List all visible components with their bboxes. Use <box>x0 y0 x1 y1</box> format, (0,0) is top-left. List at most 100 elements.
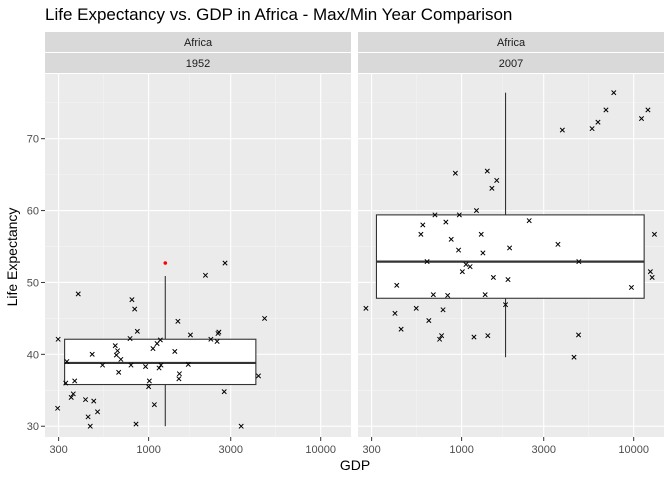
x-tick-label: 10000 <box>618 444 649 456</box>
data-point <box>559 127 565 133</box>
data-point <box>448 236 454 242</box>
data-point <box>456 247 462 253</box>
data-point <box>432 212 438 218</box>
data-point <box>89 351 95 357</box>
data-point <box>526 218 532 224</box>
data-point <box>202 272 209 278</box>
facet-strip-continent <box>358 32 664 52</box>
data-point <box>187 332 193 338</box>
data-point <box>480 250 486 256</box>
data-point <box>156 365 162 371</box>
y-tick-label: 40 <box>27 349 39 361</box>
data-point <box>398 326 404 332</box>
data-point <box>443 219 449 225</box>
data-point <box>55 336 61 342</box>
data-point <box>437 336 443 342</box>
data-point <box>85 414 91 420</box>
x-tick-label: 300 <box>49 444 67 456</box>
data-point <box>478 231 484 237</box>
data-point <box>647 269 653 275</box>
data-point <box>638 116 645 122</box>
y-tick-label: 70 <box>27 134 39 146</box>
data-point <box>363 305 369 311</box>
box-iqr <box>375 214 645 299</box>
data-point <box>484 168 490 174</box>
data-point <box>459 269 465 275</box>
facet-strip-continent <box>45 32 351 52</box>
x-tick-label: 10000 <box>305 444 336 456</box>
data-point <box>420 222 426 228</box>
data-point <box>116 369 122 375</box>
data-point <box>482 292 488 298</box>
data-point <box>262 315 268 321</box>
data-point <box>113 352 119 358</box>
y-tick-label: 30 <box>27 421 39 433</box>
data-point <box>127 335 133 342</box>
data-point <box>128 362 134 368</box>
y-tick-label: 50 <box>27 277 39 289</box>
data-point <box>150 346 156 352</box>
data-point <box>445 292 451 298</box>
data-point <box>118 356 124 362</box>
data-point <box>208 336 214 342</box>
data-point <box>571 354 577 360</box>
data-point <box>575 332 582 338</box>
data-point <box>645 107 651 113</box>
facet-strip-year-label: 1952 <box>186 58 210 70</box>
data-point <box>456 212 462 218</box>
data-point <box>603 107 609 113</box>
data-point <box>75 291 81 297</box>
data-point <box>430 292 436 298</box>
data-point <box>132 306 138 312</box>
data-point <box>216 329 222 335</box>
data-point <box>72 378 78 384</box>
data-point <box>413 305 419 311</box>
data-point <box>143 364 149 370</box>
data-point <box>82 397 89 403</box>
data-point <box>129 297 135 303</box>
data-point <box>63 380 69 386</box>
data-point <box>91 398 97 404</box>
chart-title: Life Expectancy vs. GDP in Africa - Max/… <box>45 5 512 24</box>
data-point <box>114 348 121 354</box>
facet-strip-year-label: 2007 <box>499 58 523 70</box>
data-point <box>473 208 480 214</box>
data-point <box>146 378 152 384</box>
data-point <box>471 334 477 340</box>
data-point <box>151 402 157 408</box>
data-point <box>507 245 513 251</box>
data-point <box>576 259 582 265</box>
x-tick-label: 1000 <box>136 444 160 456</box>
data-point <box>649 274 655 280</box>
x-tick-label: 1000 <box>449 444 473 456</box>
data-point <box>426 317 432 324</box>
data-point <box>158 362 164 368</box>
x-tick-label: 300 <box>362 444 380 456</box>
facet-strip-continent-label: Africa <box>497 37 526 49</box>
data-point <box>146 384 152 390</box>
data-point <box>394 282 400 288</box>
data-point <box>392 310 398 316</box>
data-point <box>176 371 182 377</box>
data-point <box>185 361 191 367</box>
facet-strip-year <box>358 53 664 73</box>
data-point <box>172 348 178 355</box>
data-point <box>489 185 495 191</box>
facet-strip-year <box>45 53 351 73</box>
data-point <box>589 126 595 132</box>
data-point <box>214 338 220 344</box>
data-point <box>628 284 634 291</box>
data-point <box>238 423 244 429</box>
data-point <box>651 231 657 237</box>
x-tick-label: 3000 <box>218 444 242 456</box>
y-axis-title: Life Expectancy <box>4 208 20 307</box>
data-point <box>463 261 469 268</box>
data-point <box>440 307 446 313</box>
data-point <box>494 177 500 183</box>
data-point <box>595 119 601 125</box>
data-point <box>467 264 473 270</box>
data-point <box>221 389 227 395</box>
data-point <box>485 333 491 339</box>
data-point <box>133 421 139 427</box>
